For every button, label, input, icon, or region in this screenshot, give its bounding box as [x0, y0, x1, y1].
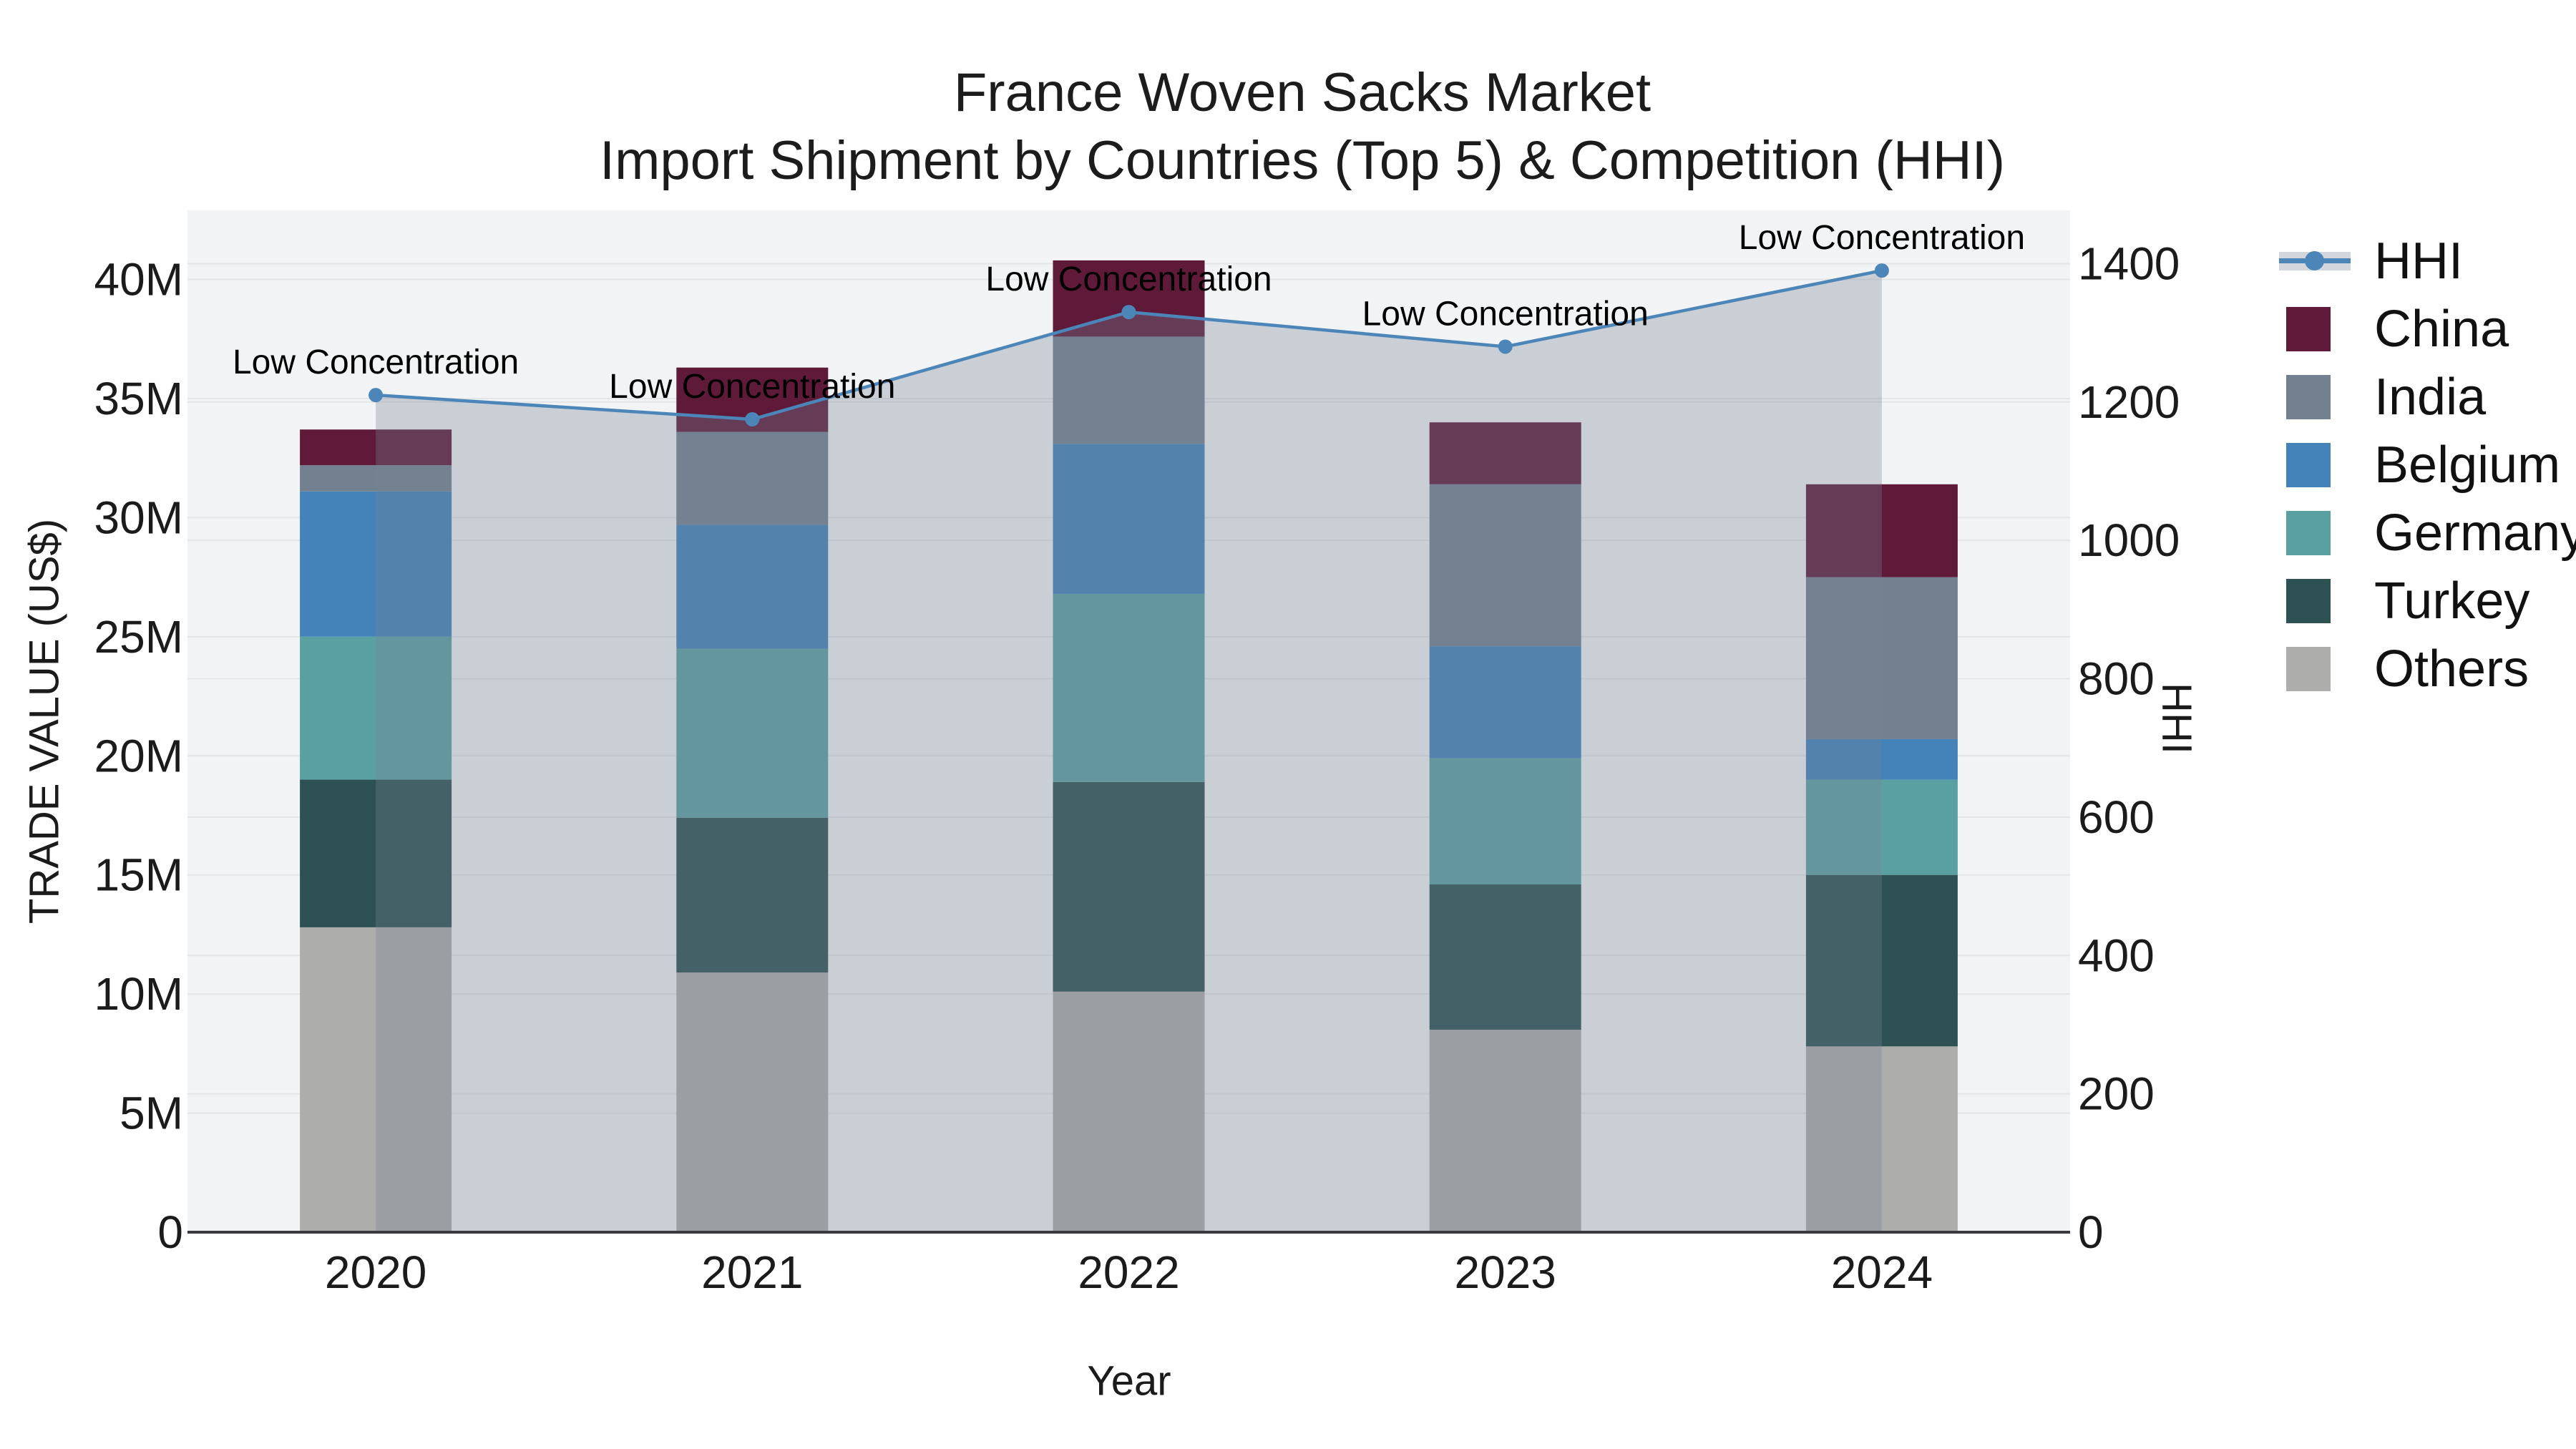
y-right-tick-label-1000: 1000 — [2078, 514, 2180, 566]
bar-segment-2023-belgium — [1429, 646, 1581, 758]
bar-segment-2020-turkey — [300, 779, 452, 927]
legend-swatch-icon — [2279, 295, 2356, 364]
legend-item-china[interactable]: China — [2279, 295, 2509, 364]
y-left-tick-label-30M: 30M — [94, 492, 184, 543]
bar-segment-2020-others — [300, 927, 452, 1232]
legend-label-others: Others — [2374, 640, 2529, 698]
legend-item-hhi[interactable]: HHI — [2279, 227, 2463, 296]
x-tick-label-2023: 2023 — [1455, 1246, 1556, 1298]
hhi-marker-swatch — [2305, 251, 2324, 270]
bar-segment-2024-turkey — [1805, 874, 1958, 1047]
legend-label-china: China — [2374, 301, 2509, 358]
bar-segment-2021-belgium — [676, 525, 829, 649]
hhi-line-sample-icon — [2279, 227, 2356, 296]
bar-segment-2023-turkey — [1429, 884, 1581, 1030]
chart-title-line2: Import Shipment by Countries (Top 5) & C… — [599, 130, 2006, 191]
bar-segment-2024-others — [1805, 1046, 1958, 1232]
legend-label-germany: Germany — [2374, 504, 2576, 562]
y-left-tick-label-25M: 25M — [94, 611, 184, 663]
y-left-tick-label-5M: 5M — [119, 1088, 183, 1139]
color-swatch-turkey — [2286, 579, 2331, 623]
color-swatch-others — [2286, 647, 2331, 691]
annotation-2021: Low Concentration — [609, 368, 895, 406]
bar-segment-2022-india — [1053, 336, 1205, 444]
legend-label-hhi: HHI — [2374, 233, 2463, 290]
hhi-marker-2023 — [1498, 339, 1513, 354]
bar-segment-2024-germany — [1805, 779, 1958, 875]
bar-segment-2021-germany — [676, 648, 829, 818]
bar-segment-2021-india — [676, 431, 829, 525]
bar-segment-2021-turkey — [676, 817, 829, 973]
annotation-2020: Low Concentration — [233, 343, 519, 381]
x-tick-label-2020: 2020 — [325, 1246, 426, 1298]
bar-segment-2022-china — [1053, 260, 1205, 337]
chart-title: France Woven Sacks Market Import Shipmen… — [0, 59, 2576, 195]
bar-segment-2021-others — [676, 972, 829, 1232]
legend-item-india[interactable]: India — [2279, 363, 2486, 431]
bar-segment-2024-india — [1805, 577, 1958, 739]
y-left-axis-title: TRADE VALUE (US$) — [21, 518, 68, 924]
annotation-2024: Low Concentration — [1739, 219, 2025, 257]
y-right-tick-label-0: 0 — [2078, 1206, 2104, 1258]
bar-segment-2023-china — [1429, 422, 1581, 484]
legend-swatch-icon — [2279, 363, 2356, 431]
bar-segment-2020-india — [300, 465, 452, 492]
y-right-tick-label-600: 600 — [2078, 791, 2155, 843]
bar-segment-2022-germany — [1053, 593, 1205, 782]
legend-swatch-icon — [2279, 635, 2356, 703]
y-right-tick-label-400: 400 — [2078, 930, 2155, 981]
hhi-area-fill — [376, 270, 1882, 1232]
legend: HHI China India Belgium Germany Turkey Others — [2279, 0, 2576, 787]
hhi-marker-2022 — [1121, 305, 1136, 320]
y-right-axis-title: HHI — [2153, 683, 2200, 754]
bar-segment-2020-belgium — [300, 491, 452, 637]
y-right-tick-label-1400: 1400 — [2078, 238, 2180, 289]
legend-item-belgium[interactable]: Belgium — [2279, 431, 2560, 499]
annotation-2023: Low Concentration — [1362, 295, 1649, 333]
legend-label-turkey: Turkey — [2374, 572, 2530, 630]
y-right-tick-label-800: 800 — [2078, 653, 2155, 705]
bar-segment-2024-belgium — [1805, 738, 1958, 780]
color-swatch-belgium — [2286, 443, 2331, 487]
annotation-2022: Low Concentration — [985, 260, 1272, 298]
y-left-tick-label-20M: 20M — [94, 730, 184, 781]
bar-segment-2022-belgium — [1053, 444, 1205, 594]
bar-segment-2022-others — [1053, 991, 1205, 1232]
y-left-tick-label-40M: 40M — [94, 254, 184, 306]
color-swatch-india — [2286, 375, 2331, 419]
legend-swatch-icon — [2279, 431, 2356, 499]
bar-segment-2023-germany — [1429, 758, 1581, 885]
y-left-tick-label-15M: 15M — [94, 849, 184, 901]
hhi-marker-2021 — [745, 411, 760, 426]
x-tick-label-2024: 2024 — [1831, 1246, 1933, 1298]
y-left-tick-label-35M: 35M — [94, 373, 184, 424]
color-swatch-china — [2286, 307, 2331, 351]
bar-segment-2022-turkey — [1053, 781, 1205, 992]
bar-segment-2020-germany — [300, 636, 452, 780]
legend-swatch-icon — [2279, 567, 2356, 635]
legend-item-turkey[interactable]: Turkey — [2279, 567, 2529, 635]
bar-segment-2023-india — [1429, 484, 1581, 647]
hhi-marker-2020 — [369, 388, 384, 403]
bar-segment-2020-china — [300, 429, 452, 466]
bar-segment-2023-others — [1429, 1030, 1581, 1232]
legend-item-others[interactable]: Others — [2279, 635, 2529, 703]
color-swatch-germany — [2286, 511, 2331, 555]
legend-item-germany[interactable]: Germany — [2279, 499, 2576, 567]
x-tick-label-2021: 2021 — [701, 1246, 803, 1298]
hhi-marker-2024 — [1874, 263, 1889, 278]
bar-segment-2024-china — [1805, 484, 1958, 577]
chart-title-line1: France Woven Sacks Market — [953, 62, 1652, 123]
x-tick-label-2022: 2022 — [1078, 1246, 1179, 1298]
legend-swatch-icon — [2279, 499, 2356, 567]
y-left-tick-label-0: 0 — [157, 1206, 183, 1258]
x-axis-title: Year — [1087, 1357, 1171, 1405]
legend-label-belgium: Belgium — [2374, 436, 2561, 494]
y-right-tick-label-1200: 1200 — [2078, 376, 2180, 428]
legend-label-india: India — [2374, 369, 2487, 426]
y-right-tick-label-200: 200 — [2078, 1068, 2155, 1120]
y-left-tick-label-10M: 10M — [94, 968, 184, 1020]
